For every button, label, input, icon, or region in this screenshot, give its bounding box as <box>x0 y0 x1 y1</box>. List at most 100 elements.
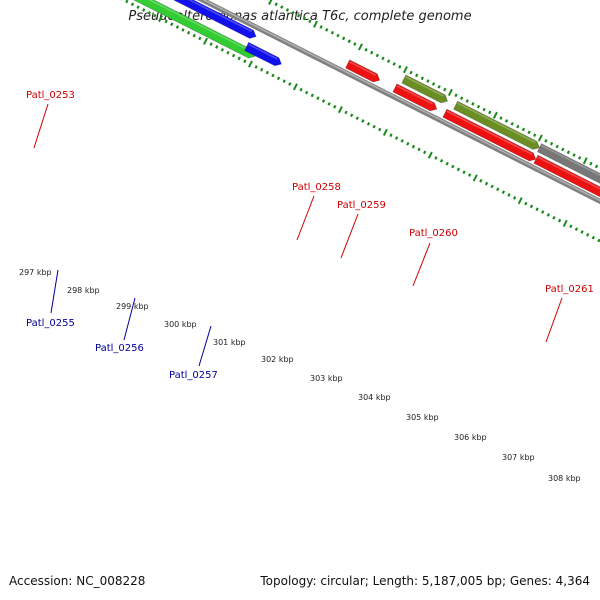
outer-tick <box>527 130 531 135</box>
inner-tick <box>247 60 253 68</box>
gene-patl-0256 <box>172 0 257 39</box>
outer-tick <box>537 134 543 142</box>
gene-label: Patl_0261 <box>545 284 594 295</box>
inner-tick <box>591 235 595 240</box>
inner-tick <box>417 147 421 152</box>
label-leader-lines <box>33 103 563 367</box>
outer-tick <box>594 164 599 169</box>
inner-tick <box>254 65 258 69</box>
outer-tick <box>549 141 554 146</box>
inner-tick <box>355 116 359 120</box>
outer-tick <box>353 42 357 46</box>
inner-tick <box>597 238 600 243</box>
inner-tick <box>439 159 444 163</box>
inner-tick <box>243 59 247 64</box>
outer-tick <box>330 30 335 35</box>
inner-tick <box>130 2 135 7</box>
inner-tick <box>372 124 376 129</box>
inner-tick <box>574 227 579 231</box>
outer-tick <box>454 93 458 98</box>
inner-tick <box>158 14 164 23</box>
inner-tick <box>507 193 511 197</box>
inner-tick <box>260 67 264 72</box>
inner-tick <box>292 83 298 91</box>
kbp-label: 297 kbp <box>19 268 52 277</box>
kbp-label: 308 kbp <box>548 474 581 483</box>
inner-tick <box>472 174 478 182</box>
inner-tick <box>411 144 416 149</box>
inner-tick <box>394 136 399 140</box>
inner-tick <box>366 122 371 126</box>
outer-tick <box>561 147 565 152</box>
inner-tick <box>125 0 129 4</box>
outer-tick <box>465 99 469 103</box>
inner-tick <box>479 178 483 183</box>
outer-tick <box>578 156 582 160</box>
outer-tick <box>572 153 576 157</box>
outer-tick <box>459 96 464 101</box>
gene-patl-0259-shine <box>405 76 444 97</box>
genome-backbone <box>196 0 600 205</box>
inner-tick <box>316 96 320 101</box>
inner-tick <box>282 79 286 83</box>
outer-tick <box>313 20 318 28</box>
outer-tick <box>347 39 351 44</box>
inner-tick <box>484 181 489 186</box>
outer-tick <box>589 161 593 166</box>
gene-labels: Patl_0253 Patl_0255 Patl_0256 Patl_0257 Patl… <box>26 90 594 381</box>
gene-patl-0260-olive-shine <box>457 102 536 144</box>
gene-patl-0257 <box>244 41 282 67</box>
inner-tick <box>327 102 331 106</box>
outer-tick <box>280 5 284 9</box>
kbp-label: 302 kbp <box>261 355 294 364</box>
inner-tick <box>305 90 309 95</box>
leader-line <box>123 297 136 341</box>
inner-tick <box>517 197 523 205</box>
outer-tick <box>521 127 526 132</box>
outer-tick-ring <box>264 0 599 169</box>
inner-tick-ring <box>120 0 600 243</box>
inner-tick <box>198 36 202 41</box>
outer-tick <box>443 87 447 92</box>
inner-tick <box>423 150 427 155</box>
leader-line <box>545 297 563 343</box>
outer-tick <box>274 2 278 7</box>
inner-tick <box>552 215 556 220</box>
kbp-label: 306 kbp <box>454 433 487 442</box>
inner-tick <box>456 167 461 172</box>
outer-tick <box>402 66 408 74</box>
inner-tick <box>142 8 146 12</box>
gene-patl-0258 <box>345 59 381 83</box>
inner-tick <box>265 70 269 75</box>
outer-tick <box>510 121 514 126</box>
gene-patl-0257-shine <box>248 43 278 60</box>
accession-text: Accession: NC_008228 <box>9 574 146 588</box>
gene-patl-0261 <box>533 154 600 198</box>
inner-tick <box>361 119 365 123</box>
inner-tick <box>569 224 573 229</box>
inner-tick <box>153 13 157 18</box>
kbp-label: 303 kbp <box>310 374 343 383</box>
backbone-line <box>196 0 600 205</box>
inner-tick <box>586 233 590 237</box>
inner-tick <box>288 82 292 86</box>
gene-patl-0258-shine <box>349 61 376 76</box>
gene-label: Patl_0260 <box>409 228 458 239</box>
kbp-label: 305 kbp <box>406 413 439 422</box>
gene-patl-0260-grey <box>536 143 600 184</box>
leader-line <box>412 242 431 287</box>
inner-tick <box>434 156 438 160</box>
inner-tick <box>220 48 225 52</box>
outer-tick <box>308 19 312 24</box>
inner-tick <box>321 99 326 103</box>
outer-tick <box>296 13 301 18</box>
outer-tick <box>504 119 509 123</box>
inner-tick <box>490 184 494 189</box>
gene-patl-0259 <box>401 74 449 104</box>
outer-tick <box>476 104 481 109</box>
gene-label: Patl_0258 <box>292 182 341 193</box>
inner-tick <box>209 42 213 46</box>
outer-tick <box>471 102 475 106</box>
outer-tick <box>533 133 537 138</box>
